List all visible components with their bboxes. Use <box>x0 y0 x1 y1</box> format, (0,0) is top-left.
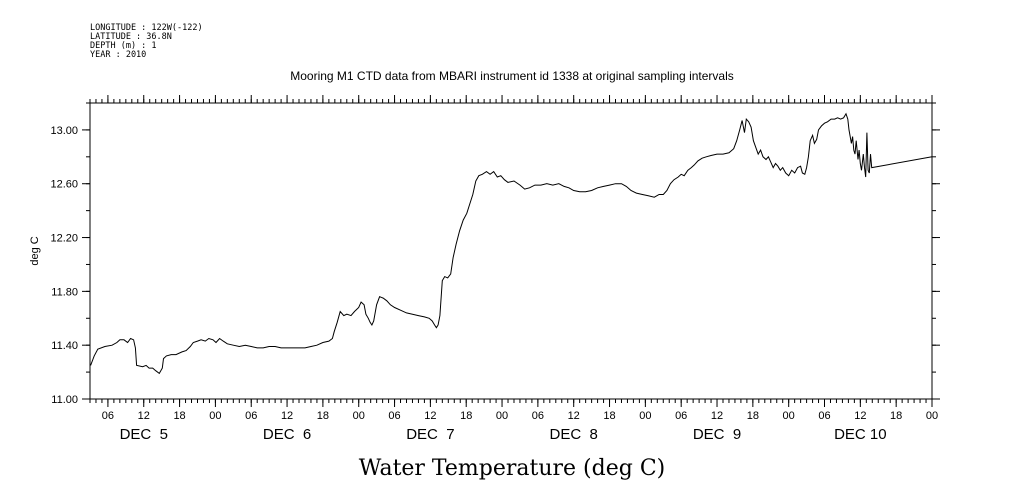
x-tick-label: 18 <box>603 410 615 422</box>
series-line <box>90 112 933 375</box>
x-tick-label: 12 <box>424 410 436 422</box>
x-tick-label: 00 <box>353 410 365 422</box>
day-labels: DEC 5 DEC 6 DEC 7 DEC 8 DEC 9 DEC 10 <box>120 426 887 443</box>
x-tick-label: 18 <box>747 410 759 422</box>
x-tick-label: 12 <box>281 410 293 422</box>
y-axis-label: deg C <box>29 236 41 265</box>
x-tick-label: 00 <box>783 410 795 422</box>
x-tick-label: 06 <box>675 410 687 422</box>
y-tick-label: 12.60 <box>50 179 78 191</box>
x-axis: 06 12 18 00 06 12 18 00 06 12 18 00 06 12 18 00 06 12 18 00… <box>102 95 938 422</box>
x-tick-label: 18 <box>460 410 472 422</box>
day-label: DEC 8 <box>550 426 598 443</box>
day-label: DEC 6 <box>263 426 311 443</box>
minor-ticks <box>86 99 936 403</box>
day-label: DEC 9 <box>693 426 741 443</box>
x-tick-label: 06 <box>102 410 114 422</box>
x-tick-label: 18 <box>173 410 185 422</box>
day-label: DEC 10 <box>834 426 887 443</box>
y-tick-label: 12.20 <box>50 233 78 245</box>
x-tick-label: 18 <box>317 410 329 422</box>
y-tick-label: 11.00 <box>51 394 78 406</box>
x-tick-label: 06 <box>245 410 257 422</box>
x-tick-label: 12 <box>711 410 723 422</box>
chart-title: Mooring M1 CTD data from MBARI instrumen… <box>290 69 734 83</box>
y-tick-label: 13.00 <box>50 125 78 137</box>
y-tick-label: 11.80 <box>51 286 78 298</box>
meta-longitude: LONGITUDE : 122W(-122) <box>90 23 203 33</box>
day-label: DEC 7 <box>406 426 454 443</box>
x-tick-label: 06 <box>818 410 830 422</box>
metadata-block: LONGITUDE : 122W(-122) LATITUDE : 36.8N … <box>90 23 203 60</box>
y-axis: 11.00 11.40 11.80 12.20 12.60 13.00 <box>50 125 940 406</box>
meta-depth: DEPTH (m) : 1 <box>90 41 157 51</box>
x-tick-label: 12 <box>138 410 150 422</box>
x-tick-label: 00 <box>209 410 221 422</box>
meta-year: YEAR : 2010 <box>90 50 146 60</box>
x-tick-label: 12 <box>568 410 580 422</box>
y-tick-label: 11.40 <box>51 340 78 352</box>
x-tick-label: 06 <box>532 410 544 422</box>
x-tick-label: 00 <box>639 410 651 422</box>
x-tick-label: 12 <box>854 410 866 422</box>
plot-frame <box>89 102 933 400</box>
x-tick-label: 00 <box>496 410 508 422</box>
x-tick-label: 00 <box>926 410 938 422</box>
x-tick-label: 06 <box>388 410 400 422</box>
x-tick-label: 18 <box>890 410 902 422</box>
meta-latitude: LATITUDE : 36.8N <box>90 32 172 42</box>
x-axis-label: Water Temperature (deg C) <box>359 456 666 481</box>
day-label: DEC 5 <box>120 426 168 443</box>
